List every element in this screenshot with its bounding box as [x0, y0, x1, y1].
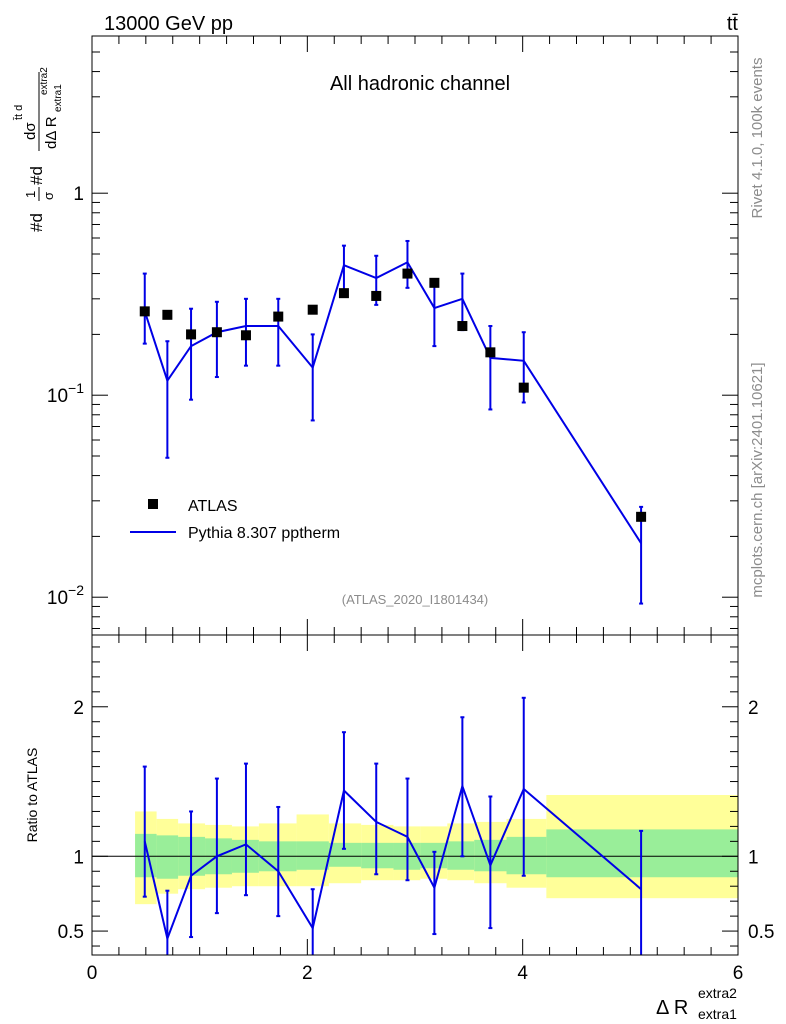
main-y-tick-label: 1	[73, 184, 84, 205]
atlas-data-point	[211, 327, 222, 338]
source-label: mcplots.cern.ch [arXiv:2401.10621]	[749, 362, 766, 597]
ratio-series-line	[143, 782, 642, 942]
svg-text:dΔ R: dΔ R	[43, 116, 60, 149]
atlas-data-point	[338, 288, 349, 299]
process-label: tt̄	[727, 13, 739, 35]
energy-label: 13000 GeV pp	[104, 13, 233, 35]
x-tick-label: 4	[517, 963, 528, 984]
x-tick-label: 6	[733, 963, 744, 984]
ratio-stat-band	[135, 833, 157, 878]
ratio-stat-band	[506, 836, 547, 875]
svg-text:extra1: extra1	[698, 1006, 737, 1022]
svg-text:extra2: extra2	[698, 985, 737, 1001]
atlas-data-point	[273, 311, 284, 322]
atlas-data-point	[186, 329, 197, 340]
svg-text:1: 1	[23, 191, 38, 198]
ratio-stat-band	[546, 829, 738, 878]
atlas-data-point	[518, 382, 529, 393]
pythia-series-line	[143, 260, 642, 544]
svg-text:#d: #d	[27, 166, 46, 185]
ratio-y-tick-label-right: 0.5	[748, 922, 774, 943]
svg-text:#d: #d	[27, 213, 46, 232]
main-y-tick-label: 10−1	[47, 380, 84, 407]
legend: ATLAS Pythia 8.307 pptherm	[130, 498, 340, 542]
ratio-y-tick-label: 0.5	[58, 922, 84, 943]
atlas-data-point	[371, 290, 382, 301]
atlas-data-point	[402, 268, 413, 279]
ratio-stat-band	[296, 841, 329, 870]
svg-text:extra2: extra2	[39, 67, 50, 95]
atlas-data-point	[457, 321, 468, 332]
legend-atlas-marker	[148, 499, 158, 509]
atlas-data-point	[636, 511, 647, 522]
svg-text:dσ: dσ	[22, 122, 39, 140]
atlas-data-point	[307, 304, 318, 315]
atlas-data-point	[240, 330, 251, 341]
main-y-tick-label: 10−2	[47, 582, 84, 609]
x-tick-label: 2	[302, 963, 313, 984]
ratio-stat-band	[361, 842, 394, 869]
svg-text:extra1: extra1	[53, 84, 64, 112]
svg-text:Δ R: Δ R	[656, 997, 688, 1019]
atlas-data-point	[162, 309, 173, 320]
legend-atlas-label: ATLAS	[188, 498, 238, 515]
ratio-y-axis-label: Ratio to ATLAS	[24, 748, 40, 843]
x-tick-label: 0	[87, 963, 98, 984]
ratio-stat-band	[328, 842, 362, 867]
ratio-y-tick-label: 1	[73, 847, 84, 868]
main-panel: 10−2 10−1 1 All hadronic channel (ATLAS_20…	[13, 35, 739, 636]
chart-title: All hadronic channel	[330, 73, 510, 95]
atlas-data-point	[485, 347, 496, 358]
atlas-data-point	[429, 277, 440, 288]
analysis-label: (ATLAS_2020_I1801434)	[342, 592, 488, 607]
rivet-version-label: Rivet 4.1.0, 100k events	[749, 58, 766, 219]
main-y-axis-label: #d 1 σ #d dσ t̄t d dΔ R extra1 extra2	[13, 67, 64, 232]
svg-text:σ: σ	[41, 192, 56, 200]
ratio-y-tick-label-right: 2	[748, 698, 759, 719]
x-axis-label: Δ R extra2 extra1	[656, 985, 737, 1022]
ratio-y-tick-label-right: 1	[748, 847, 759, 868]
legend-pythia-label: Pythia 8.307 pptherm	[188, 525, 340, 542]
atlas-data-point	[139, 306, 150, 317]
svg-text:t̄t d: t̄t d	[13, 105, 25, 121]
ratio-y-tick-label: 2	[73, 698, 84, 719]
ratio-panel: 0.5 0.5 1 1 2 2 0 2 4 6 Ratio to ATLAS	[24, 634, 774, 984]
ratio-stat-band	[156, 835, 179, 879]
